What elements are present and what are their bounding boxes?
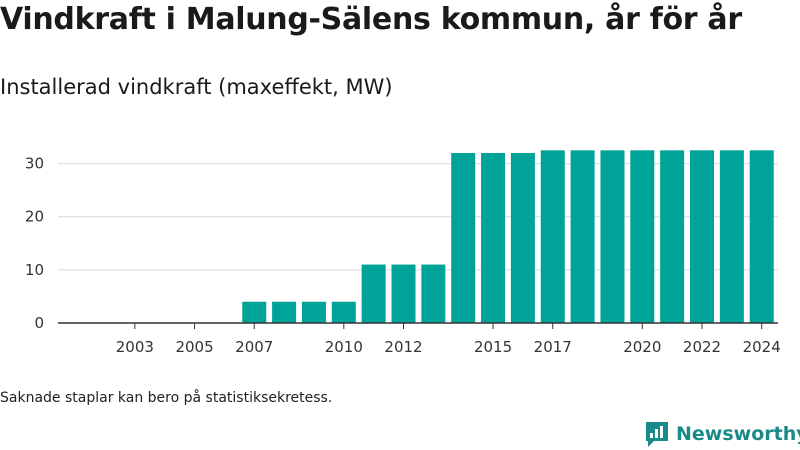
bar-2007 [242,301,267,323]
bar-2012 [391,264,416,323]
chart-title: Vindkraft i Malung-Sälens kommun, år för… [0,2,742,37]
bar-2020 [630,150,655,323]
x-tick-label: 2010 [325,338,363,356]
bars [242,150,774,323]
bar-2013 [421,264,446,323]
x-tick-label: 2015 [474,338,512,356]
bar-2015 [481,152,506,323]
x-tick-label: 2007 [235,338,273,356]
x-tick-label: 2024 [743,338,781,356]
x-tick-label: 2022 [683,338,721,356]
bar-2024 [749,150,774,323]
x-tick-label: 2003 [116,338,154,356]
bar-2016 [510,152,535,323]
chart-subtitle: Installerad vindkraft (maxeffekt, MW) [0,75,393,99]
bar-2010 [331,301,356,323]
bar-2008 [272,301,297,323]
y-tick-label: 20 [25,208,44,226]
y-tick-label: 30 [25,155,44,173]
bar-2011 [361,264,386,323]
bar-2014 [451,152,476,323]
x-tick-label: 2012 [384,338,422,356]
newsworthy-brand[interactable]: Newsworthy [644,420,800,448]
x-tick-label: 2005 [175,338,213,356]
newsworthy-logo-icon [646,422,668,447]
grid-lines [58,163,778,271]
y-tick-label: 10 [25,261,44,279]
bar-2019 [600,150,625,323]
bar-2023 [719,150,744,323]
bar-2009 [301,301,326,323]
brand-name: Newsworthy [676,423,800,445]
bar-2018 [570,150,595,323]
y-tick-label: 0 [34,314,44,332]
bar-2021 [660,150,685,323]
bar-2022 [690,150,714,323]
y-axis-labels: 0 10 20 30 [25,155,44,332]
x-tick-label: 2020 [623,338,661,356]
x-tick-label: 2017 [534,338,572,356]
bar-2017 [540,150,565,323]
bar-chart: 2003 2005 2007 2010 2012 2015 2017 2020 2022 2024… [25,150,781,356]
footnote: Saknade staplar kan bero på statistiksek… [0,390,333,406]
x-axis-ticks: 2003 2005 2007 2010 2012 2015 2017 2020 2022 2024 [116,323,781,356]
